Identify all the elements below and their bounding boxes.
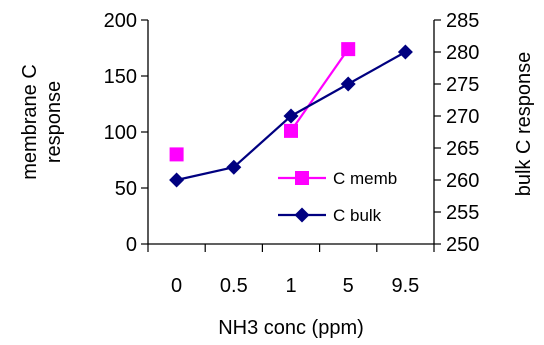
legend-label: C memb [333, 169, 397, 188]
x-axis-label: NH3 conc (ppm) [218, 317, 364, 339]
series-c-bulk-segment [347, 51, 406, 85]
series-c-bulk-point [283, 108, 299, 124]
series-c-bulk-point [397, 44, 413, 60]
y-left-tick-label: 150 [104, 66, 137, 88]
x-tick-label: 9.5 [391, 275, 419, 297]
y-left-tick-label: 200 [104, 10, 137, 32]
legend-marker [294, 207, 310, 223]
y-left-tick-label: 100 [104, 122, 137, 144]
series-c-memb [169, 42, 356, 162]
y-right-tick-label: 270 [446, 106, 479, 128]
y-right-tick-label: 285 [446, 10, 479, 32]
series-c-bulk-segment [176, 166, 235, 182]
y-right-tick-label: 255 [446, 202, 479, 224]
x-tick-label: 1 [285, 275, 296, 297]
y-right-tick-label: 260 [446, 170, 479, 192]
y-right-tick-label: 275 [446, 74, 479, 96]
series-c-bulk-segment [290, 83, 349, 117]
legend-item-c-memb: C memb [278, 169, 397, 188]
series-c-memb-point [169, 147, 184, 162]
y-left-tick-label: 50 [115, 178, 137, 200]
legend: C memb C bulk [278, 169, 397, 225]
series-layer [169, 42, 413, 188]
series-c-memb-point [284, 123, 298, 138]
y-axis-right-label: bulk C response [513, 52, 535, 197]
series-c-bulk-point [169, 172, 185, 188]
legend-marker [295, 171, 309, 185]
legend-label: C bulk [333, 206, 382, 225]
series-c-memb-point [341, 42, 356, 57]
series-c-memb-segment [290, 48, 350, 132]
series-c-bulk-point [226, 159, 242, 175]
y-right-tick-label: 280 [446, 42, 479, 64]
series-c-bulk-segment [233, 115, 292, 169]
y-right-tick-label: 265 [446, 138, 479, 160]
y-right-tick-label: 250 [446, 234, 479, 256]
x-tick-label: 0 [171, 275, 182, 297]
y-left-tick-label: 0 [126, 234, 137, 256]
x-tick-label: 5 [343, 275, 354, 297]
series-c-bulk-point [340, 76, 356, 92]
x-tick-label: 0.5 [220, 275, 248, 297]
series-c-bulk [169, 44, 413, 188]
ticks: 0 50 100 150 200 250 255 260 265 270 275 280 285 0 0.5… [104, 10, 480, 297]
legend-item-c-bulk: C bulk [278, 206, 382, 225]
